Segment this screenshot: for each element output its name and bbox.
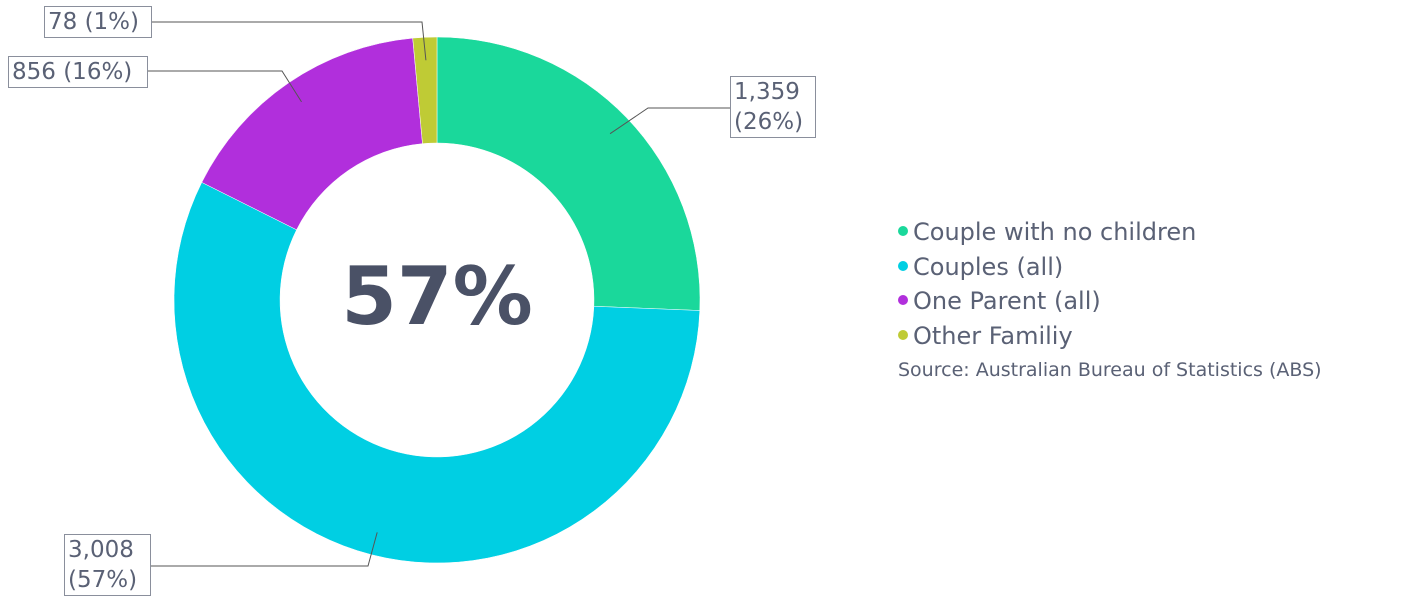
leader-line xyxy=(148,70,302,103)
legend-label: One Parent (all) xyxy=(913,287,1101,315)
source-note: Source: Australian Bureau of Statistics … xyxy=(898,359,1322,381)
legend-item: Couple with no children xyxy=(898,215,1322,250)
value-label: 856 (16%) xyxy=(8,56,148,88)
donut-segment xyxy=(436,36,701,311)
donut-segment xyxy=(201,37,423,231)
legend-item: One Parent (all) xyxy=(898,284,1322,319)
donut-segment xyxy=(173,182,701,564)
legend-marker xyxy=(898,226,908,236)
value-label: 78 (1%) xyxy=(44,6,152,38)
legend-item: Other Familiy xyxy=(898,319,1322,354)
legend-item: Couples (all) xyxy=(898,250,1322,285)
leader-line xyxy=(152,21,427,61)
legend-marker xyxy=(898,329,908,340)
leader-line xyxy=(151,532,378,567)
legend: Couple with no children Couples (all) One … xyxy=(898,215,1322,381)
center-label: 57% xyxy=(341,250,532,343)
legend-label: Couples (all) xyxy=(913,252,1064,281)
legend-marker xyxy=(898,260,908,271)
legend-label: Couple with no children xyxy=(913,218,1197,246)
value-label: 3,008 (57%) xyxy=(64,534,151,596)
donut-segment xyxy=(412,36,438,144)
legend-label: Other Familiy xyxy=(913,321,1073,350)
value-label: 1,359 (26%) xyxy=(730,76,816,138)
leader-line xyxy=(609,107,730,135)
legend-marker xyxy=(898,295,908,305)
